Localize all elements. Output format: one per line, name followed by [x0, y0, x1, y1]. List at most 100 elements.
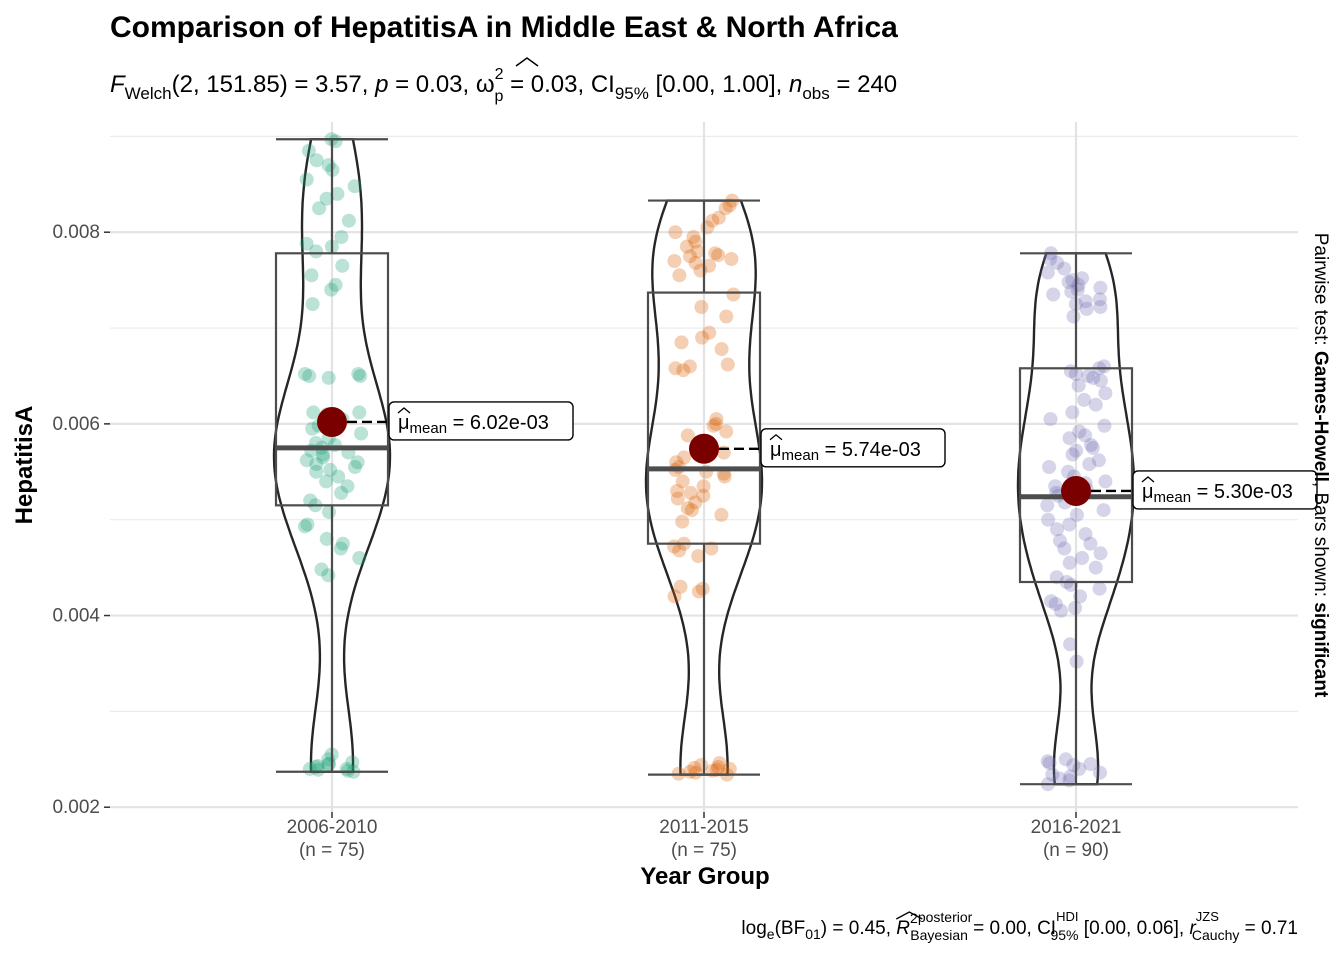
mean-value: = 5.30e-03	[1191, 481, 1293, 503]
mean-point	[689, 433, 719, 464]
side-label-prefix: Pairwise test:	[1310, 233, 1331, 351]
subtitle-omega-sup: 2	[495, 66, 504, 83]
data-point	[667, 589, 682, 604]
x-tick-label: 2011-2015	[659, 817, 748, 838]
data-point	[675, 514, 690, 529]
data-point	[688, 765, 703, 780]
data-point	[1064, 284, 1079, 299]
data-point	[1065, 447, 1080, 462]
data-point	[704, 541, 719, 556]
subtitle-n-value: = 240	[830, 71, 897, 98]
data-point	[302, 369, 317, 383]
data-point	[720, 357, 735, 372]
data-point	[316, 447, 331, 462]
data-point	[1040, 498, 1055, 513]
data-point	[688, 255, 703, 270]
data-point	[708, 246, 723, 261]
data-point	[1078, 428, 1093, 443]
pairwise-test-label: Pairwise test: Games-Howell, Bars shown:…	[1310, 233, 1331, 698]
data-point	[1061, 464, 1076, 479]
data-point	[683, 485, 698, 500]
mean-label-box	[760, 428, 946, 468]
data-point	[695, 330, 710, 345]
data-point	[711, 760, 726, 774]
caption-log-sub: e	[767, 926, 775, 942]
data-point	[726, 287, 741, 302]
data-point	[668, 361, 683, 376]
data-point	[333, 541, 348, 556]
data-point	[1078, 294, 1093, 309]
data-point	[1070, 282, 1085, 297]
data-point	[299, 453, 314, 468]
data-point	[688, 495, 703, 510]
y-tick-label: 0.006	[52, 414, 100, 435]
data-point	[705, 213, 720, 228]
data-point	[696, 479, 711, 494]
mean-symbol: μ	[1142, 481, 1154, 503]
y-tick-label: 0.008	[52, 222, 100, 243]
data-point	[1092, 581, 1107, 596]
caption-bf-sub: 01	[805, 926, 821, 942]
data-point	[1069, 507, 1084, 522]
data-point	[335, 258, 350, 273]
caption-rc-sub: Cauchy	[1192, 927, 1239, 943]
x-axis: 2006-2010(n = 75)2011-2015(n = 75)2016-2…	[287, 812, 1121, 861]
data-point	[1041, 512, 1056, 527]
data-point	[688, 234, 703, 249]
caption-ci-value: [0.00, 0.06],	[1079, 918, 1190, 939]
data-point	[1063, 769, 1078, 784]
data-point	[309, 760, 324, 774]
data-point	[1098, 474, 1113, 489]
data-point	[341, 213, 356, 228]
data-point	[1088, 560, 1103, 575]
data-point	[1043, 252, 1058, 266]
caption-bf: (BF	[775, 918, 806, 939]
data-point	[305, 421, 320, 436]
x-axis-title: Year Group	[640, 863, 769, 890]
data-point	[687, 760, 702, 775]
y-axis-title: HepatitisA	[11, 406, 38, 525]
data-point	[334, 485, 349, 500]
data-point	[309, 457, 324, 472]
data-point	[1057, 541, 1072, 556]
mu-hat-icon	[769, 433, 783, 441]
caption-r-sub: Bayesian	[910, 927, 968, 943]
data-point	[1058, 752, 1073, 767]
data-point	[674, 335, 689, 350]
data-point	[1061, 275, 1076, 289]
data-point	[722, 198, 737, 213]
caption-log: log	[741, 918, 766, 939]
mean-label-box	[388, 401, 574, 441]
data-point	[724, 252, 739, 266]
data-point	[670, 484, 685, 498]
subtitle-f-sub: Welch	[125, 84, 172, 103]
subtitle-ci-value: [0.00, 1.00],	[649, 71, 789, 98]
data-point	[696, 488, 711, 503]
data-point	[714, 342, 729, 357]
data-point	[1066, 309, 1081, 324]
mean-point	[1061, 475, 1091, 506]
data-point	[669, 455, 684, 470]
data-point	[345, 755, 360, 770]
data-point	[1049, 570, 1064, 585]
data-point	[306, 405, 321, 420]
x-tick-count-label: (n = 90)	[1043, 840, 1109, 861]
caption-ci-sup: HDI	[1056, 909, 1078, 924]
subtitle-omega: ω	[476, 71, 495, 98]
data-point	[1083, 757, 1098, 772]
data-point	[1093, 546, 1108, 561]
data-point	[321, 370, 336, 385]
data-point	[303, 493, 318, 508]
data-point	[1046, 287, 1061, 302]
data-point	[712, 756, 727, 771]
data-point	[668, 225, 683, 240]
data-point	[702, 325, 717, 340]
data-point	[299, 172, 314, 187]
data-point	[304, 268, 319, 283]
data-point	[322, 505, 336, 519]
data-point	[1079, 301, 1094, 316]
data-point	[718, 201, 733, 216]
data-point	[335, 536, 350, 551]
